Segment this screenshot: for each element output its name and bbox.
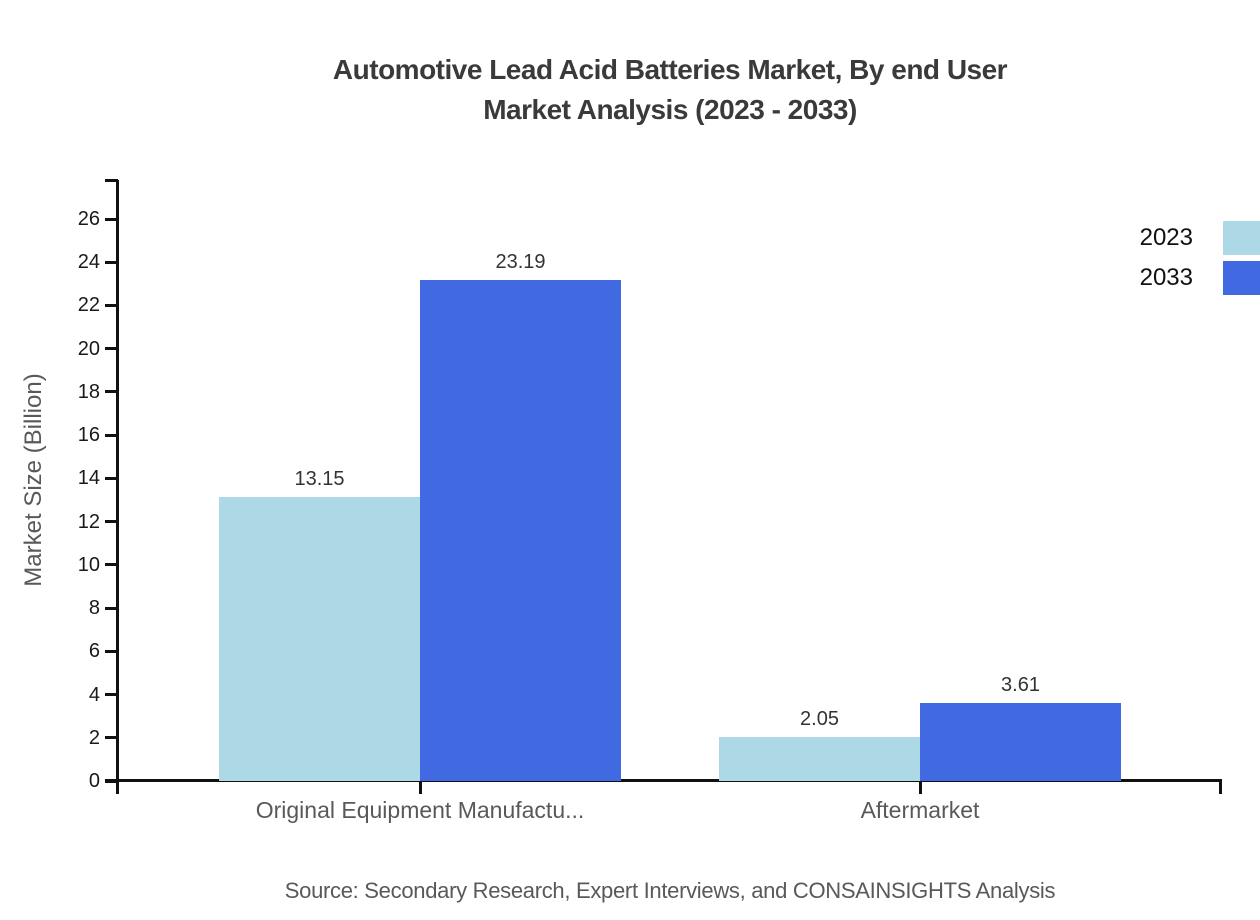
y-tick-label: 6 [88,640,100,663]
legend-item-2023: 2023 [1140,218,1260,258]
x-category-label: Aftermarket [860,797,980,823]
bar-value-label: 3.61 [1001,673,1040,696]
bar-2033-1 [920,702,1121,781]
y-axis-top-cap [105,179,118,182]
y-tick-label: 16 [77,424,100,447]
chart-title-line1: Automotive Lead Acid Batteries Market, B… [332,54,1008,85]
y-tick [105,476,118,480]
y-tick [105,606,118,610]
bar-2023-0 [219,496,420,781]
y-tick-label: 2 [88,726,100,749]
x-category-label: Original Equipment Manufactu... [255,797,585,823]
y-tick-label: 4 [88,683,100,706]
y-tick-label: 10 [77,553,100,576]
bar-value-label: 23.19 [495,250,546,273]
y-tick-label: 24 [77,251,100,274]
y-tick [105,390,118,394]
x-axis-right-cap [1219,781,1222,794]
y-tick [105,520,118,524]
y-tick-label: 8 [88,597,100,620]
y-tick [105,693,118,697]
y-tick-label: 14 [77,467,100,490]
y-tick [105,563,118,567]
y-tick-label: 0 [88,770,100,792]
chart-title: Automotive Lead Acid Batteries Market, B… [80,50,1260,130]
y-tick [105,303,118,307]
y-tick [105,433,118,437]
y-tick [105,347,118,351]
y-tick [105,736,118,740]
y-tick [105,217,118,221]
bar-2023-1 [719,736,920,781]
chart-title-line2: Market Analysis (2023 - 2033) [483,94,857,125]
x-tick [918,781,922,794]
y-axis-line [116,180,119,794]
y-tick [105,260,118,264]
bar-value-label: 2.05 [800,707,839,730]
x-tick [418,781,422,794]
source-note: Source: Secondary Research, Expert Inter… [284,878,1056,903]
y-tick-label: 26 [77,208,100,230]
legend: 2023 2033 [1140,218,1260,298]
legend-label-2033: 2033 [1139,264,1193,291]
y-tick-label: 18 [77,380,100,403]
y-tick-label: 12 [77,510,100,533]
y-axis-title: Market Size (Billion) [20,373,47,587]
legend-swatch-2023 [1223,221,1260,255]
y-tick [105,649,118,653]
bar-value-label: 13.15 [294,467,345,490]
legend-item-2033: 2033 [1140,258,1260,298]
x-axis-line [105,779,1222,782]
y-tick-label: 22 [77,294,100,317]
y-tick [105,779,118,783]
y-tick-label: 20 [77,337,100,360]
legend-swatch-2033 [1223,261,1260,295]
legend-label-2023: 2023 [1139,224,1193,251]
bar-2033-0 [420,279,621,781]
